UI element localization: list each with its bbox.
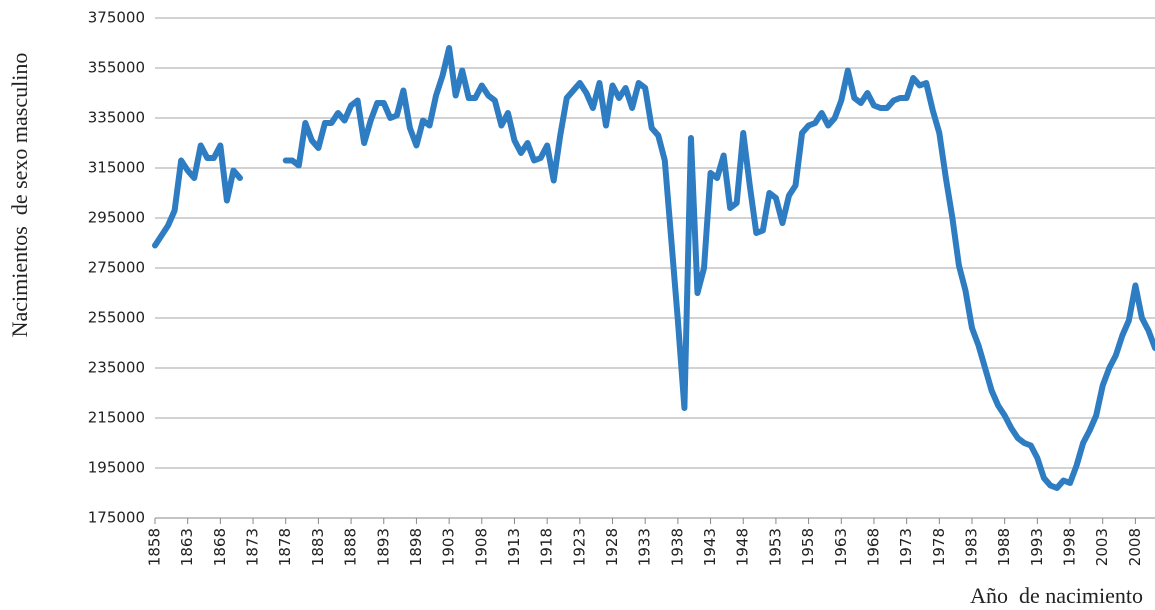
x-tick-label: 1913 xyxy=(505,528,523,566)
x-tick-label: 1908 xyxy=(472,528,490,566)
x-tick-label: 1893 xyxy=(374,528,392,566)
x-tick-label: 1933 xyxy=(636,528,654,566)
data-line xyxy=(152,45,1155,491)
x-tick-label: 1958 xyxy=(799,528,817,566)
x-tick-label: 1873 xyxy=(244,528,262,566)
x-tick-label: 1953 xyxy=(766,528,784,566)
x-tick-label: 1878 xyxy=(276,528,294,566)
x-tick-label: 1898 xyxy=(407,528,425,566)
y-tick-label: 335000 xyxy=(88,109,145,127)
x-tick-label: 1968 xyxy=(864,528,882,566)
x-tick-label: 1973 xyxy=(897,528,915,566)
x-tick-label: 1988 xyxy=(995,528,1013,566)
x-axis-title: Año de nacimiento xyxy=(970,583,1143,608)
x-tick-label: 1948 xyxy=(734,528,752,566)
x-tick-label: 1858 xyxy=(146,528,164,566)
x-tick-label: 1888 xyxy=(342,528,360,566)
x-tick-label: 1928 xyxy=(603,528,621,566)
x-tick-label: 1983 xyxy=(962,528,980,566)
x-tick-label: 1923 xyxy=(570,528,588,566)
y-tick-label: 355000 xyxy=(88,59,145,77)
y-tick-label: 295000 xyxy=(88,209,145,227)
y-tick-label: 195000 xyxy=(88,459,145,477)
y-tick-label: 315000 xyxy=(88,159,145,177)
x-tick-label: 2003 xyxy=(1093,528,1111,566)
x-tick-label: 1938 xyxy=(668,528,686,566)
x-tick-label: 1868 xyxy=(211,528,229,566)
y-tick-label: 215000 xyxy=(88,409,145,427)
x-tick-label: 1918 xyxy=(538,528,556,566)
y-tick-label: 255000 xyxy=(88,309,145,327)
x-tick-label: 1998 xyxy=(1061,528,1079,566)
x-tick-label: 1993 xyxy=(1028,528,1046,566)
y-tick-label: 275000 xyxy=(88,259,145,277)
x-tick-label: 1883 xyxy=(309,528,327,566)
y-axis-title: Nacimientos de sexo masculino xyxy=(7,53,32,338)
x-tick-label: 1978 xyxy=(930,528,948,566)
y-tick-label: 175000 xyxy=(88,509,145,527)
x-tick-label: 1943 xyxy=(701,528,719,566)
x-tick-label: 1863 xyxy=(178,528,196,566)
y-tick-label: 375000 xyxy=(88,9,145,27)
x-tick-label: 1903 xyxy=(440,528,458,566)
y-tick-label: 235000 xyxy=(88,359,145,377)
x-tick-label: 1963 xyxy=(832,528,850,566)
x-tick-label: 2008 xyxy=(1126,528,1144,566)
